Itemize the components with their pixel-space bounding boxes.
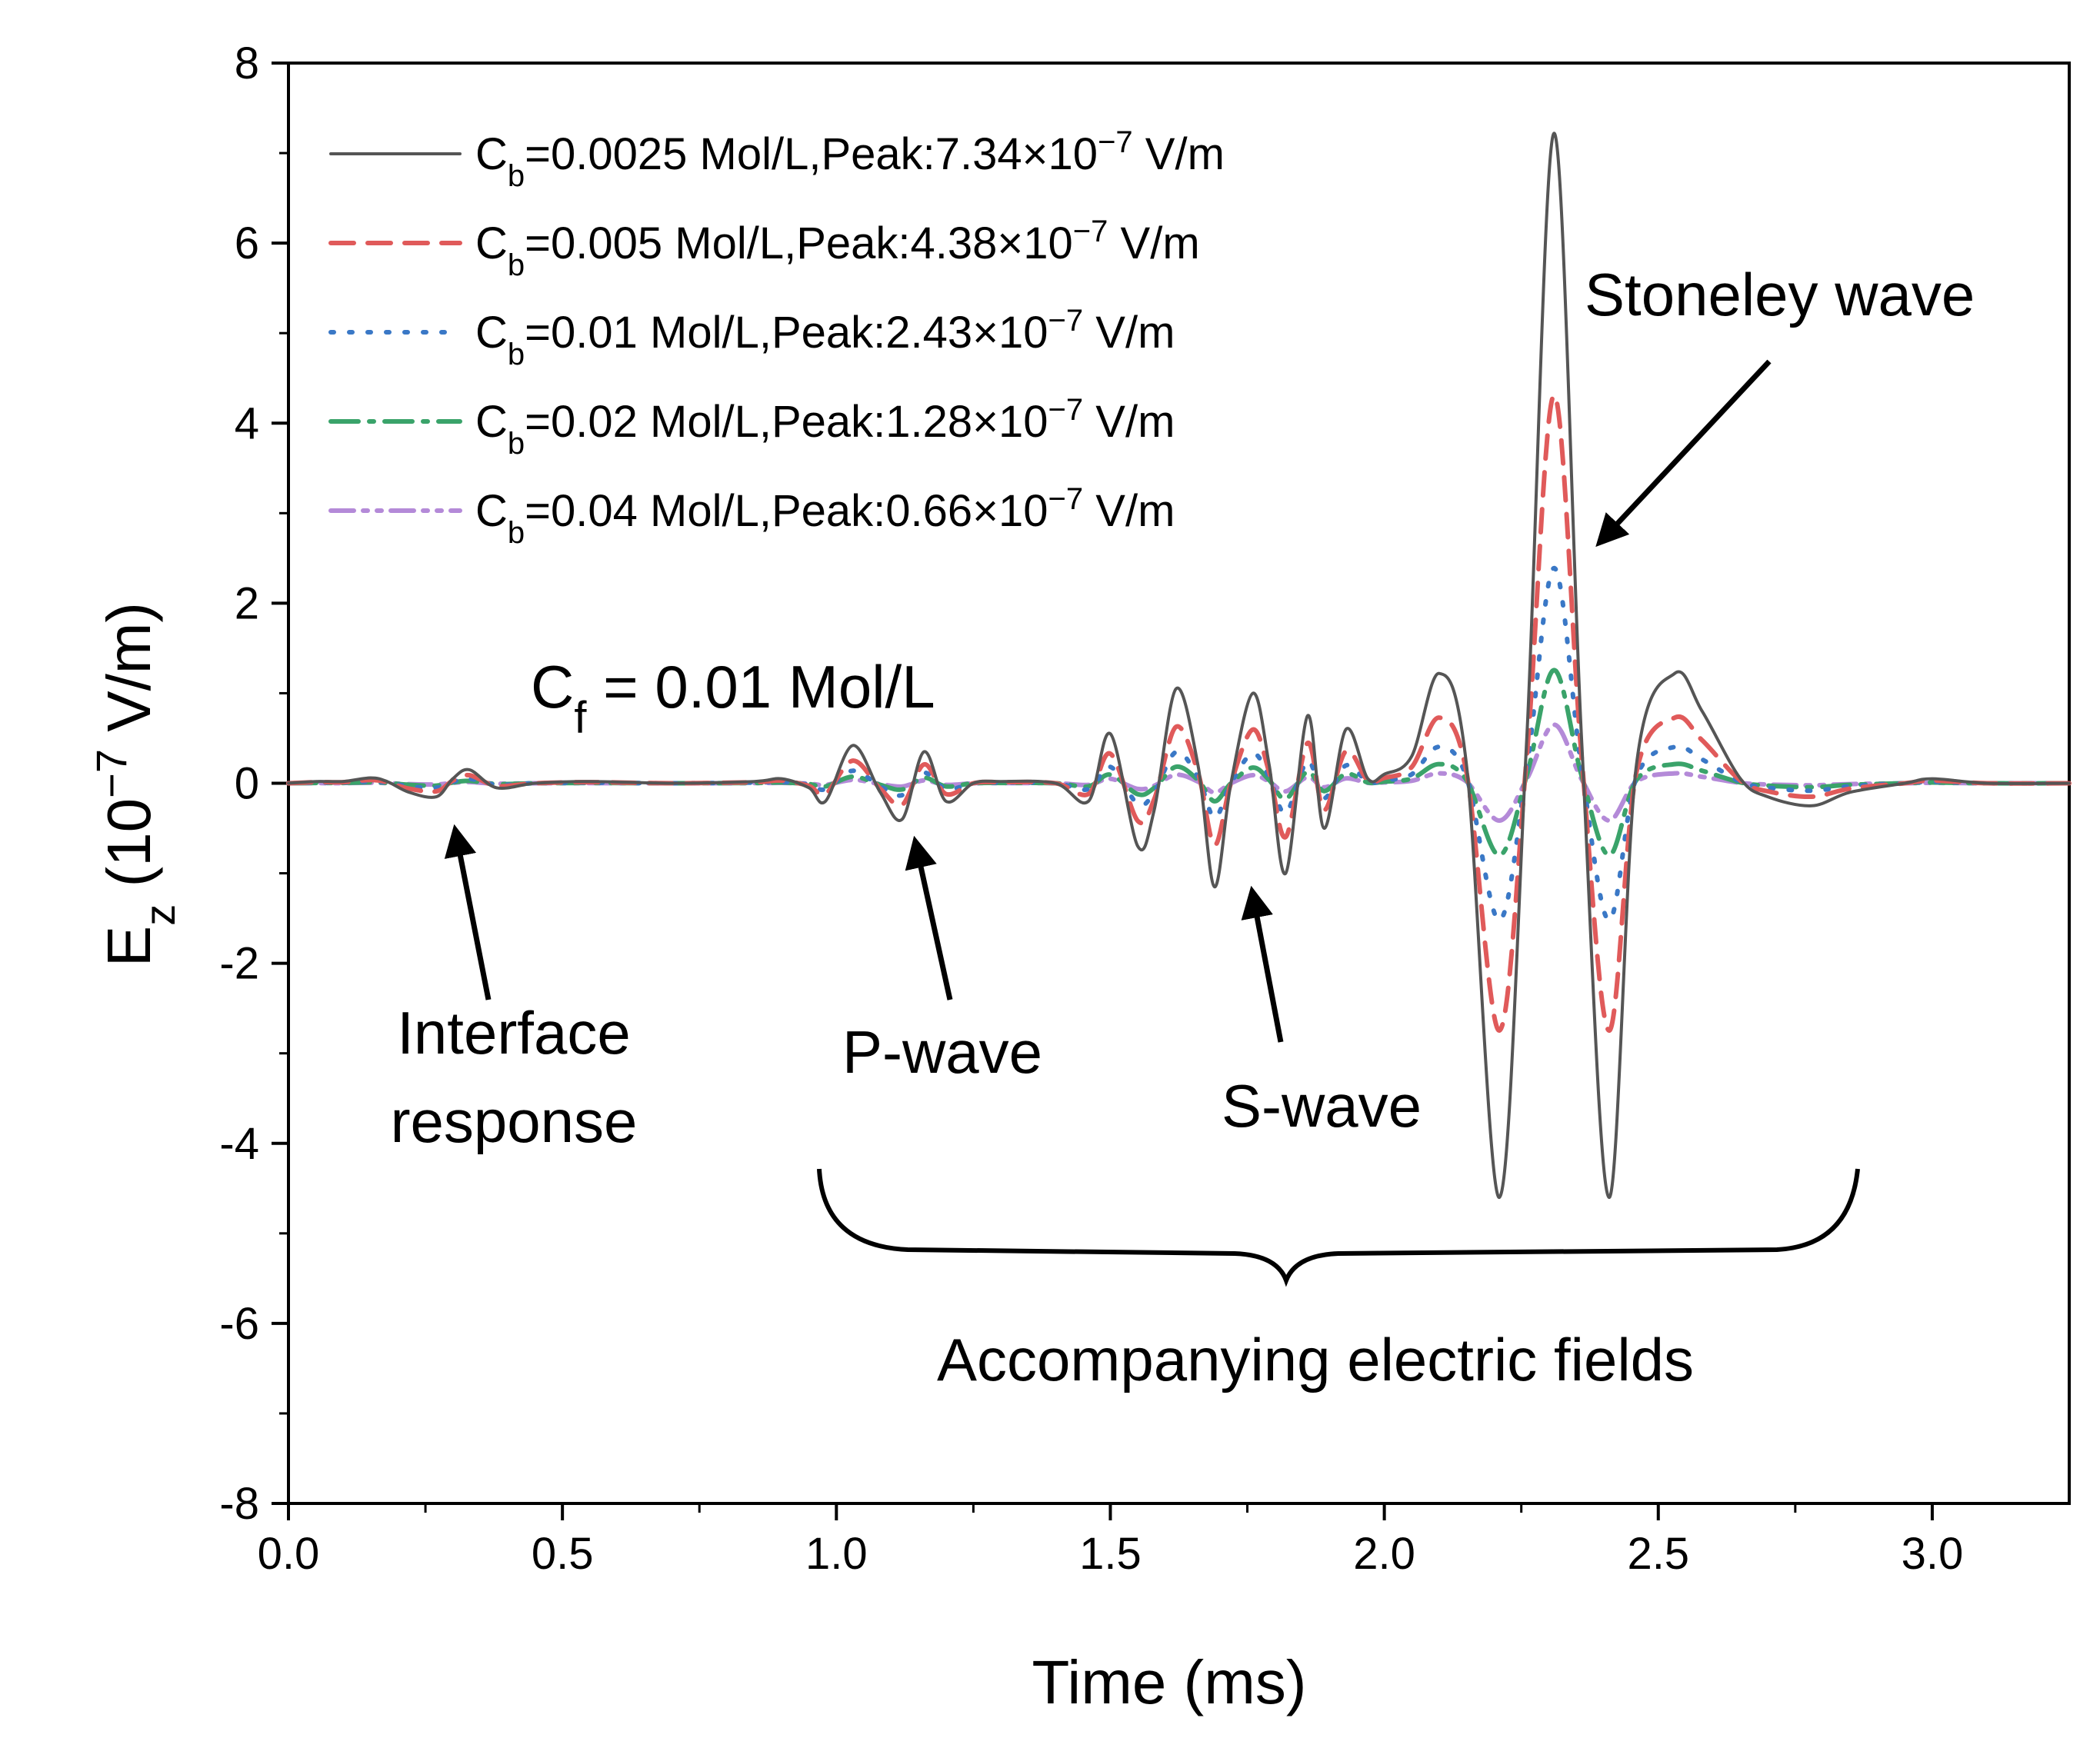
y-tick-label: 0 — [235, 759, 259, 809]
p-wave-label: P-wave — [842, 1018, 1042, 1086]
s-wave-arrow — [1241, 885, 1284, 1043]
y-tick-label: -6 — [219, 1299, 259, 1349]
legend-label-3: Cb=0.01 Mol/L,Peak:2.43×10−7 V/m — [475, 304, 1175, 371]
legend-label-1: Cb=0.0025 Mol/L,Peak:7.34×10−7 V/m — [475, 125, 1225, 193]
x-axis-title: Time (ms) — [1032, 1648, 1307, 1716]
interface-arrow — [444, 824, 492, 1001]
cf-annotation: Cf = 0.01 Mol/L — [531, 653, 935, 743]
y-tick-label: -8 — [219, 1479, 259, 1529]
interface-label-line2: response — [391, 1087, 638, 1155]
x-tick-label: 0.0 — [258, 1529, 320, 1579]
accompanying-label: Accompanying electric fields — [937, 1326, 1694, 1393]
y-tick-label: -2 — [219, 939, 259, 989]
legend-label-4: Cb=0.02 Mol/L,Peak:1.28×10−7 V/m — [475, 393, 1175, 461]
stoneley-arrow — [1595, 359, 1772, 548]
x-axis-ticks: 0.0 0.5 1.0 1.5 2.0 2.5 3.0 — [258, 1503, 1964, 1579]
x-tick-label: 2.0 — [1353, 1529, 1415, 1579]
legend-label-5: Cb=0.04 Mol/L,Peak:0.66×10−7 V/m — [475, 482, 1175, 550]
x-tick-label: 1.0 — [805, 1529, 868, 1579]
stoneley-label: Stoneley wave — [1585, 261, 1975, 328]
series-layer — [286, 132, 2072, 1200]
legend: Cb=0.0025 Mol/L,Peak:7.34×10−7 V/m Cb=0.0… — [328, 125, 1225, 550]
y-tick-label: -4 — [219, 1119, 259, 1169]
accompanying-brace — [817, 1168, 1860, 1287]
series-line-1 — [287, 132, 2071, 1200]
x-tick-label: 3.0 — [1902, 1529, 1964, 1579]
y-tick-label: 6 — [235, 218, 259, 268]
interface-label-line1: Interface — [397, 999, 631, 1067]
y-axis-title: Ez (10−7 V/m) — [87, 602, 184, 967]
x-tick-label: 1.5 — [1079, 1529, 1142, 1579]
legend-label-2: Cb=0.005 Mol/L,Peak:4.38×10−7 V/m — [475, 215, 1200, 282]
y-tick-label: 4 — [235, 398, 259, 448]
x-tick-label: 2.5 — [1627, 1529, 1689, 1579]
y-tick-label: 2 — [235, 578, 259, 628]
y-axis-ticks: -8 -6 -4 -2 0 2 4 6 8 — [219, 38, 288, 1529]
s-wave-label: S-wave — [1222, 1072, 1422, 1140]
y-tick-label: 8 — [235, 38, 259, 88]
series-line-3 — [286, 565, 2072, 923]
x-tick-label: 0.5 — [532, 1529, 594, 1579]
series-line-2 — [286, 392, 2072, 1034]
p-wave-arrow — [905, 835, 953, 1001]
